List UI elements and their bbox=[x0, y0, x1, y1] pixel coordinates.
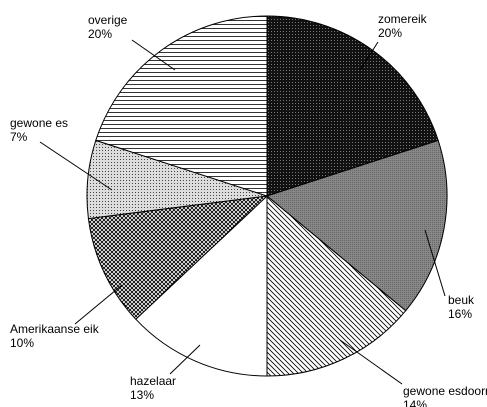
pie-slice bbox=[87, 195, 269, 320]
leader-line bbox=[359, 41, 379, 71]
slice-value-label: 14% bbox=[403, 398, 427, 407]
slice-value-label: 20% bbox=[88, 27, 112, 41]
leader-line bbox=[169, 344, 201, 375]
pie-slice bbox=[95, 15, 268, 197]
leader-line bbox=[424, 229, 446, 297]
slice-label: Amerikaanse eik bbox=[10, 322, 100, 336]
slice-label: zomereik bbox=[378, 12, 428, 26]
slice-label: hazelaar bbox=[130, 374, 176, 388]
slice-label: beuk bbox=[448, 293, 475, 307]
slice-value-label: 13% bbox=[130, 388, 154, 402]
slice-value-label: 10% bbox=[10, 336, 34, 350]
slice-value-label: 7% bbox=[10, 130, 28, 144]
slice-label: gewone esdoorn bbox=[403, 384, 487, 398]
leader-line bbox=[74, 284, 123, 325]
leader-line bbox=[131, 39, 176, 71]
slice-label: gewone es bbox=[10, 116, 68, 130]
leader-line bbox=[39, 141, 113, 191]
pie-slice bbox=[266, 194, 407, 377]
pie-slice bbox=[135, 194, 268, 377]
slice-value-label: 20% bbox=[378, 26, 402, 40]
pie-slice bbox=[265, 139, 448, 312]
slice-label: overige bbox=[88, 13, 128, 27]
slice-value-label: 16% bbox=[448, 307, 472, 321]
leader-line bbox=[339, 339, 403, 385]
